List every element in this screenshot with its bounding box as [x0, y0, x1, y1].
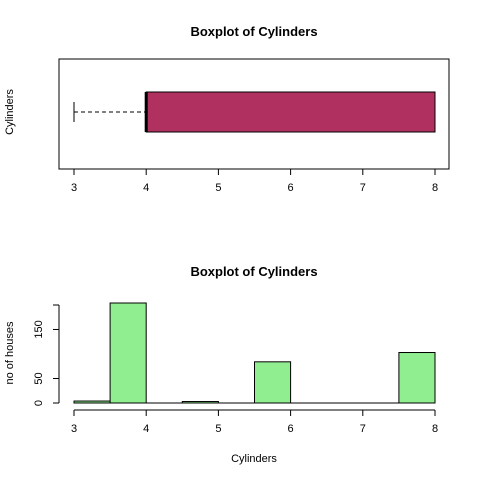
histogram-bar [254, 361, 292, 404]
boxplot-x-tick-label: 8 [432, 182, 438, 194]
histogram-panel: Boxplot of Cylinders Cylinders no of hou… [4, 264, 438, 465]
histogram-y-tick-label: 150 [33, 320, 45, 338]
boxplot-title: Boxplot of Cylinders [190, 24, 317, 39]
histogram-x-tick-label: 4 [143, 423, 149, 435]
histogram-y-label: no of houses [4, 321, 16, 384]
boxplot-x-tick-label: 6 [288, 182, 294, 194]
histogram-bars [73, 302, 436, 404]
boxplot-x-tick-label: 7 [360, 182, 366, 194]
boxplot-y-label: Cylinders [4, 89, 16, 135]
histogram-x-tick-label: 8 [432, 423, 438, 435]
boxplot-x-tick-label: 5 [215, 182, 221, 194]
histogram-x-label: Cylinders [231, 453, 277, 465]
histogram-x-tick-label: 6 [288, 423, 294, 435]
histogram-y-tick-label: 0 [33, 400, 45, 406]
histogram-bar [109, 302, 147, 404]
histogram-x-axis: 3 4 5 6 7 8 [71, 409, 438, 435]
histogram-title: Boxplot of Cylinders [190, 264, 317, 279]
histogram-y-tick-label: 50 [33, 372, 45, 384]
boxplot-x-tick-label: 3 [71, 182, 77, 194]
boxplot-panel: Boxplot of Cylinders Cylinders 3 4 5 6 7 8 [4, 24, 450, 194]
histogram-x-tick-label: 7 [360, 423, 366, 435]
box-iqr [145, 91, 436, 133]
histogram-bar [398, 352, 436, 404]
histogram-y-axis: 0 50 150 [33, 304, 60, 406]
boxplot-x-tick-label: 4 [143, 182, 149, 194]
boxplot-x-axis: 3 4 5 6 7 8 [71, 168, 438, 194]
boxplot-marks [73, 91, 436, 133]
histogram-x-tick-label: 3 [71, 423, 77, 435]
histogram-x-tick-label: 5 [215, 423, 221, 435]
